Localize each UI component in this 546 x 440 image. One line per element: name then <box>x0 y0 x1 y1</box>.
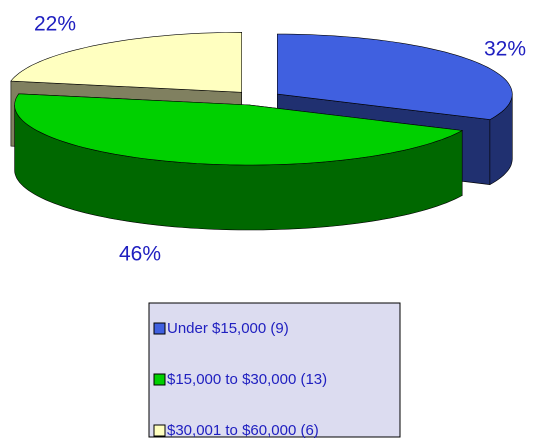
data-label: 46% <box>119 243 161 266</box>
legend-box <box>148 302 401 438</box>
pie-slice <box>14 93 464 231</box>
slice-top <box>10 31 242 93</box>
slice-top <box>14 93 464 166</box>
slice-top <box>276 33 513 120</box>
legend-label: $15,000 to $30,000 (13) <box>167 371 327 388</box>
legend-label: Under $15,000 (9) <box>167 320 289 337</box>
legend-swatch <box>153 424 166 437</box>
data-label: 32% <box>484 38 526 61</box>
legend-swatch <box>153 322 166 335</box>
data-label: 22% <box>34 13 76 36</box>
legend-label: $30,001 to $60,000 (6) <box>167 422 319 439</box>
legend-swatch <box>153 373 166 386</box>
